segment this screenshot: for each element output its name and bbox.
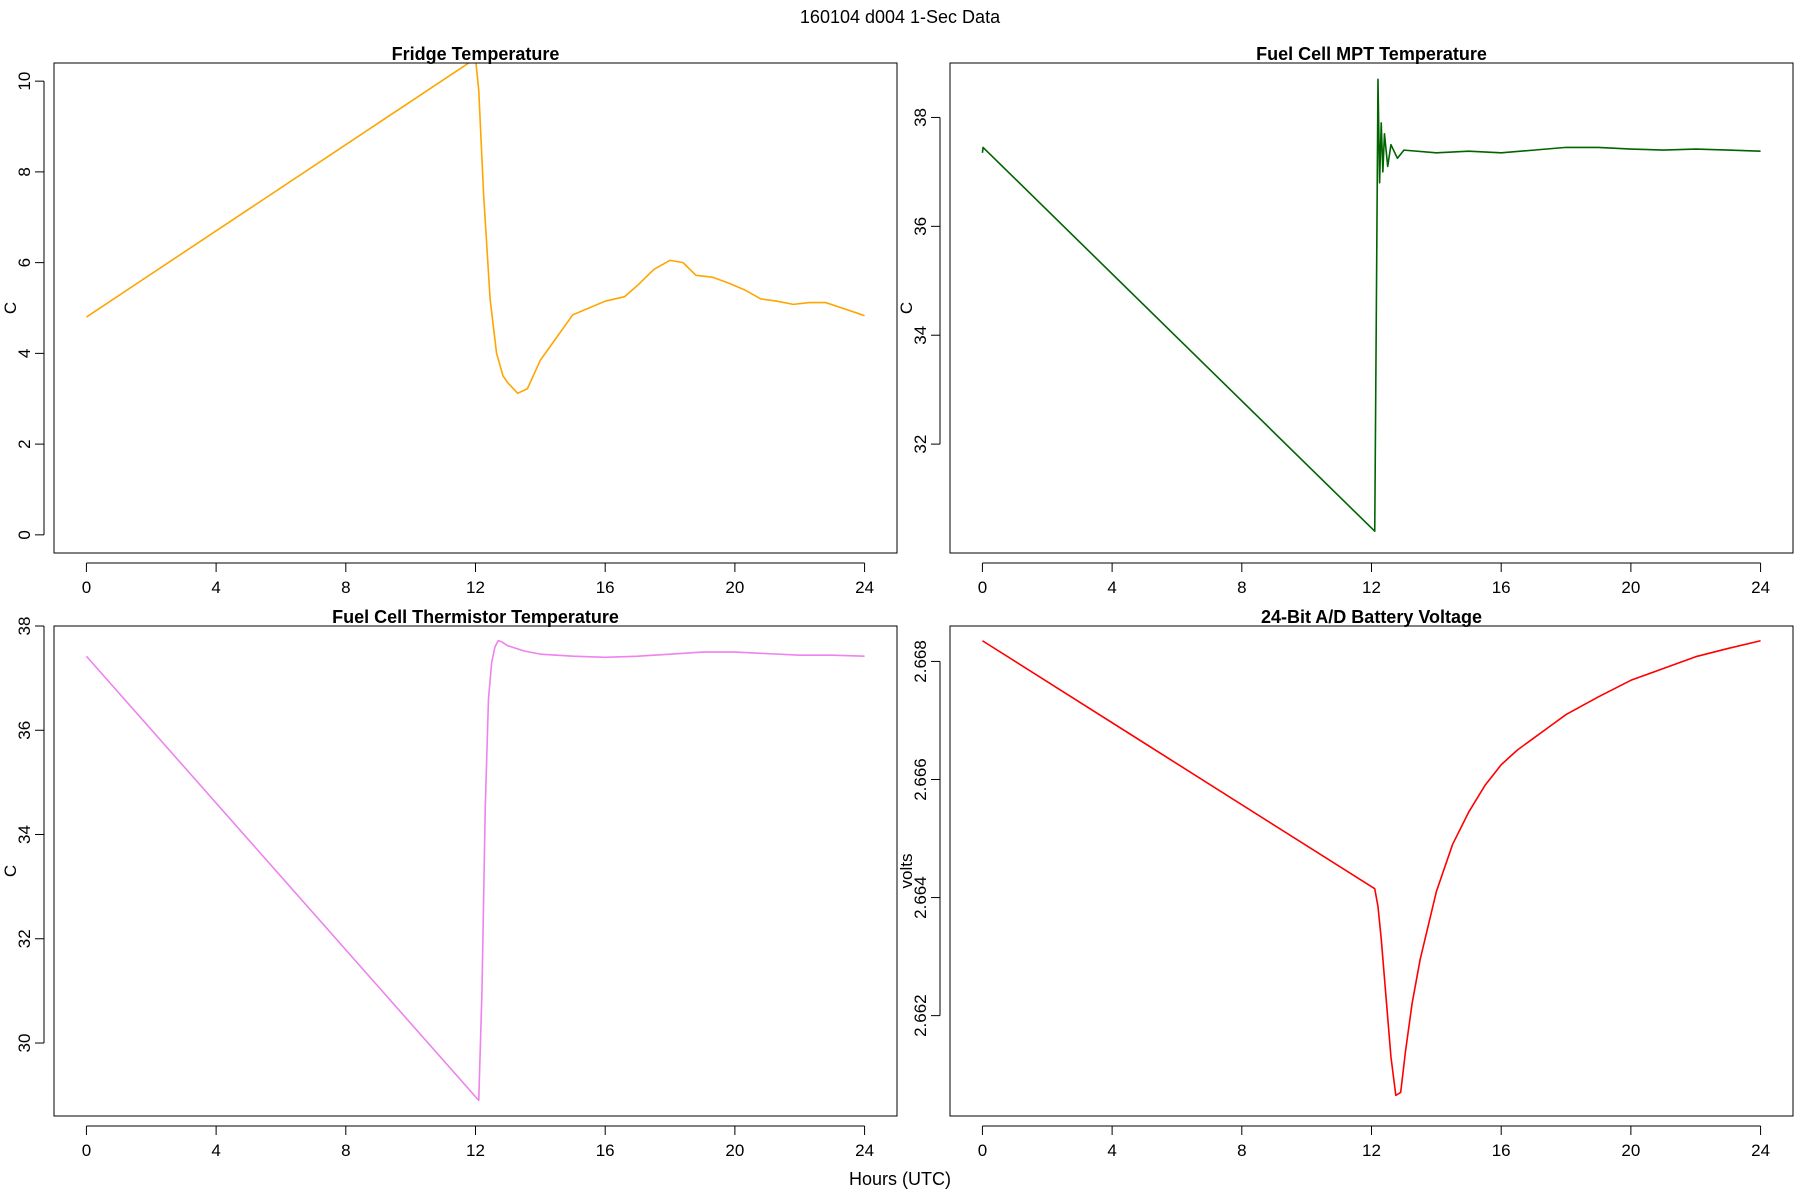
x-tick-label: 0 <box>82 1141 91 1160</box>
x-tick-label: 4 <box>211 1141 220 1160</box>
panel-title: Fuel Cell Thermistor Temperature <box>332 607 619 627</box>
x-tick-label: 4 <box>211 578 220 597</box>
y-tick-label: 38 <box>15 617 34 636</box>
x-tick-label: 8 <box>1237 1141 1246 1160</box>
x-tick-label: 16 <box>1492 1141 1511 1160</box>
x-tick-label: 24 <box>855 578 874 597</box>
x-tick-label: 4 <box>1107 1141 1116 1160</box>
figure-title: 160104 d004 1-Sec Data <box>800 7 1001 27</box>
y-tick-label: 4 <box>15 349 34 358</box>
y-tick-label: 32 <box>911 435 930 454</box>
x-axis: 0 4 8 12 16 20 24 <box>978 562 1770 597</box>
y-tick-label: 2.668 <box>911 640 930 683</box>
x-tick-label: 16 <box>1492 578 1511 597</box>
plot-frame <box>53 625 898 1117</box>
chart-panel: Fuel Cell MPT Temperature 0 4 8 12 16 20 24 32 34… <box>897 44 1794 597</box>
series-line <box>981 639 1761 1097</box>
y-axis: 30 32 34 36 38 <box>15 617 45 1053</box>
x-tick-label: 24 <box>1751 1141 1770 1160</box>
x-tick-label: 20 <box>725 1141 744 1160</box>
series-line <box>85 63 865 395</box>
y-axis-label: volts <box>897 854 916 889</box>
y-tick-label: 8 <box>15 167 34 176</box>
y-tick-label: 6 <box>15 258 34 267</box>
plot-frame <box>949 625 1794 1117</box>
x-tick-label: 8 <box>341 1141 350 1160</box>
y-tick-label: 2.666 <box>911 758 930 801</box>
plot-frame <box>949 62 1794 554</box>
y-tick-label: 30 <box>15 1034 34 1053</box>
x-tick-label: 20 <box>725 578 744 597</box>
chart-panel: Fuel Cell Thermistor Temperature 0 4 8 12 16 2… <box>1 607 898 1160</box>
y-tick-label: 2.662 <box>911 994 930 1037</box>
panel-title: Fridge Temperature <box>392 44 560 64</box>
x-tick-label: 0 <box>978 1141 987 1160</box>
y-tick-label: 36 <box>911 217 930 236</box>
shared-x-axis-label: Hours (UTC) <box>849 1169 951 1189</box>
x-tick-label: 24 <box>1751 578 1770 597</box>
x-tick-label: 8 <box>1237 578 1246 597</box>
x-tick-label: 0 <box>82 578 91 597</box>
y-tick-label: 34 <box>911 326 930 345</box>
x-tick-label: 12 <box>1362 578 1381 597</box>
x-tick-label: 12 <box>466 578 485 597</box>
chart-panel: 24-Bit A/D Battery Voltage 0 4 8 12 16 20 24 2.6… <box>897 607 1794 1160</box>
y-tick-label: 0 <box>15 530 34 539</box>
x-axis: 0 4 8 12 16 20 24 <box>82 1125 874 1160</box>
x-tick-label: 12 <box>1362 1141 1381 1160</box>
y-tick-label: 34 <box>15 825 34 844</box>
y-axis: 0 2 4 6 8 10 <box>15 72 45 540</box>
x-tick-label: 16 <box>596 1141 615 1160</box>
x-tick-label: 12 <box>466 1141 485 1160</box>
y-axis: 32 34 36 38 <box>911 108 941 454</box>
x-axis: 0 4 8 12 16 20 24 <box>82 562 874 597</box>
x-tick-label: 16 <box>596 578 615 597</box>
y-tick-label: 2.664 <box>911 876 930 919</box>
x-tick-label: 20 <box>1621 1141 1640 1160</box>
y-axis-label: C <box>1 865 20 877</box>
x-axis: 0 4 8 12 16 20 24 <box>978 1125 1770 1160</box>
x-tick-label: 20 <box>1621 578 1640 597</box>
y-axis: 2.662 2.664 2.666 2.668 <box>911 640 941 1037</box>
panel-title: Fuel Cell MPT Temperature <box>1256 44 1487 64</box>
x-tick-label: 4 <box>1107 578 1116 597</box>
y-tick-label: 2 <box>15 439 34 448</box>
y-tick-label: 32 <box>15 929 34 948</box>
series-line <box>85 639 865 1102</box>
x-tick-label: 8 <box>341 578 350 597</box>
series-line <box>981 78 1761 533</box>
plot-frame <box>53 62 898 554</box>
y-tick-label: 10 <box>15 72 34 91</box>
x-tick-label: 24 <box>855 1141 874 1160</box>
y-tick-label: 38 <box>911 108 930 127</box>
y-axis-label: C <box>897 302 916 314</box>
y-tick-label: 36 <box>15 721 34 740</box>
panel-title: 24-Bit A/D Battery Voltage <box>1261 607 1482 627</box>
y-axis-label: C <box>1 302 20 314</box>
x-tick-label: 0 <box>978 578 987 597</box>
